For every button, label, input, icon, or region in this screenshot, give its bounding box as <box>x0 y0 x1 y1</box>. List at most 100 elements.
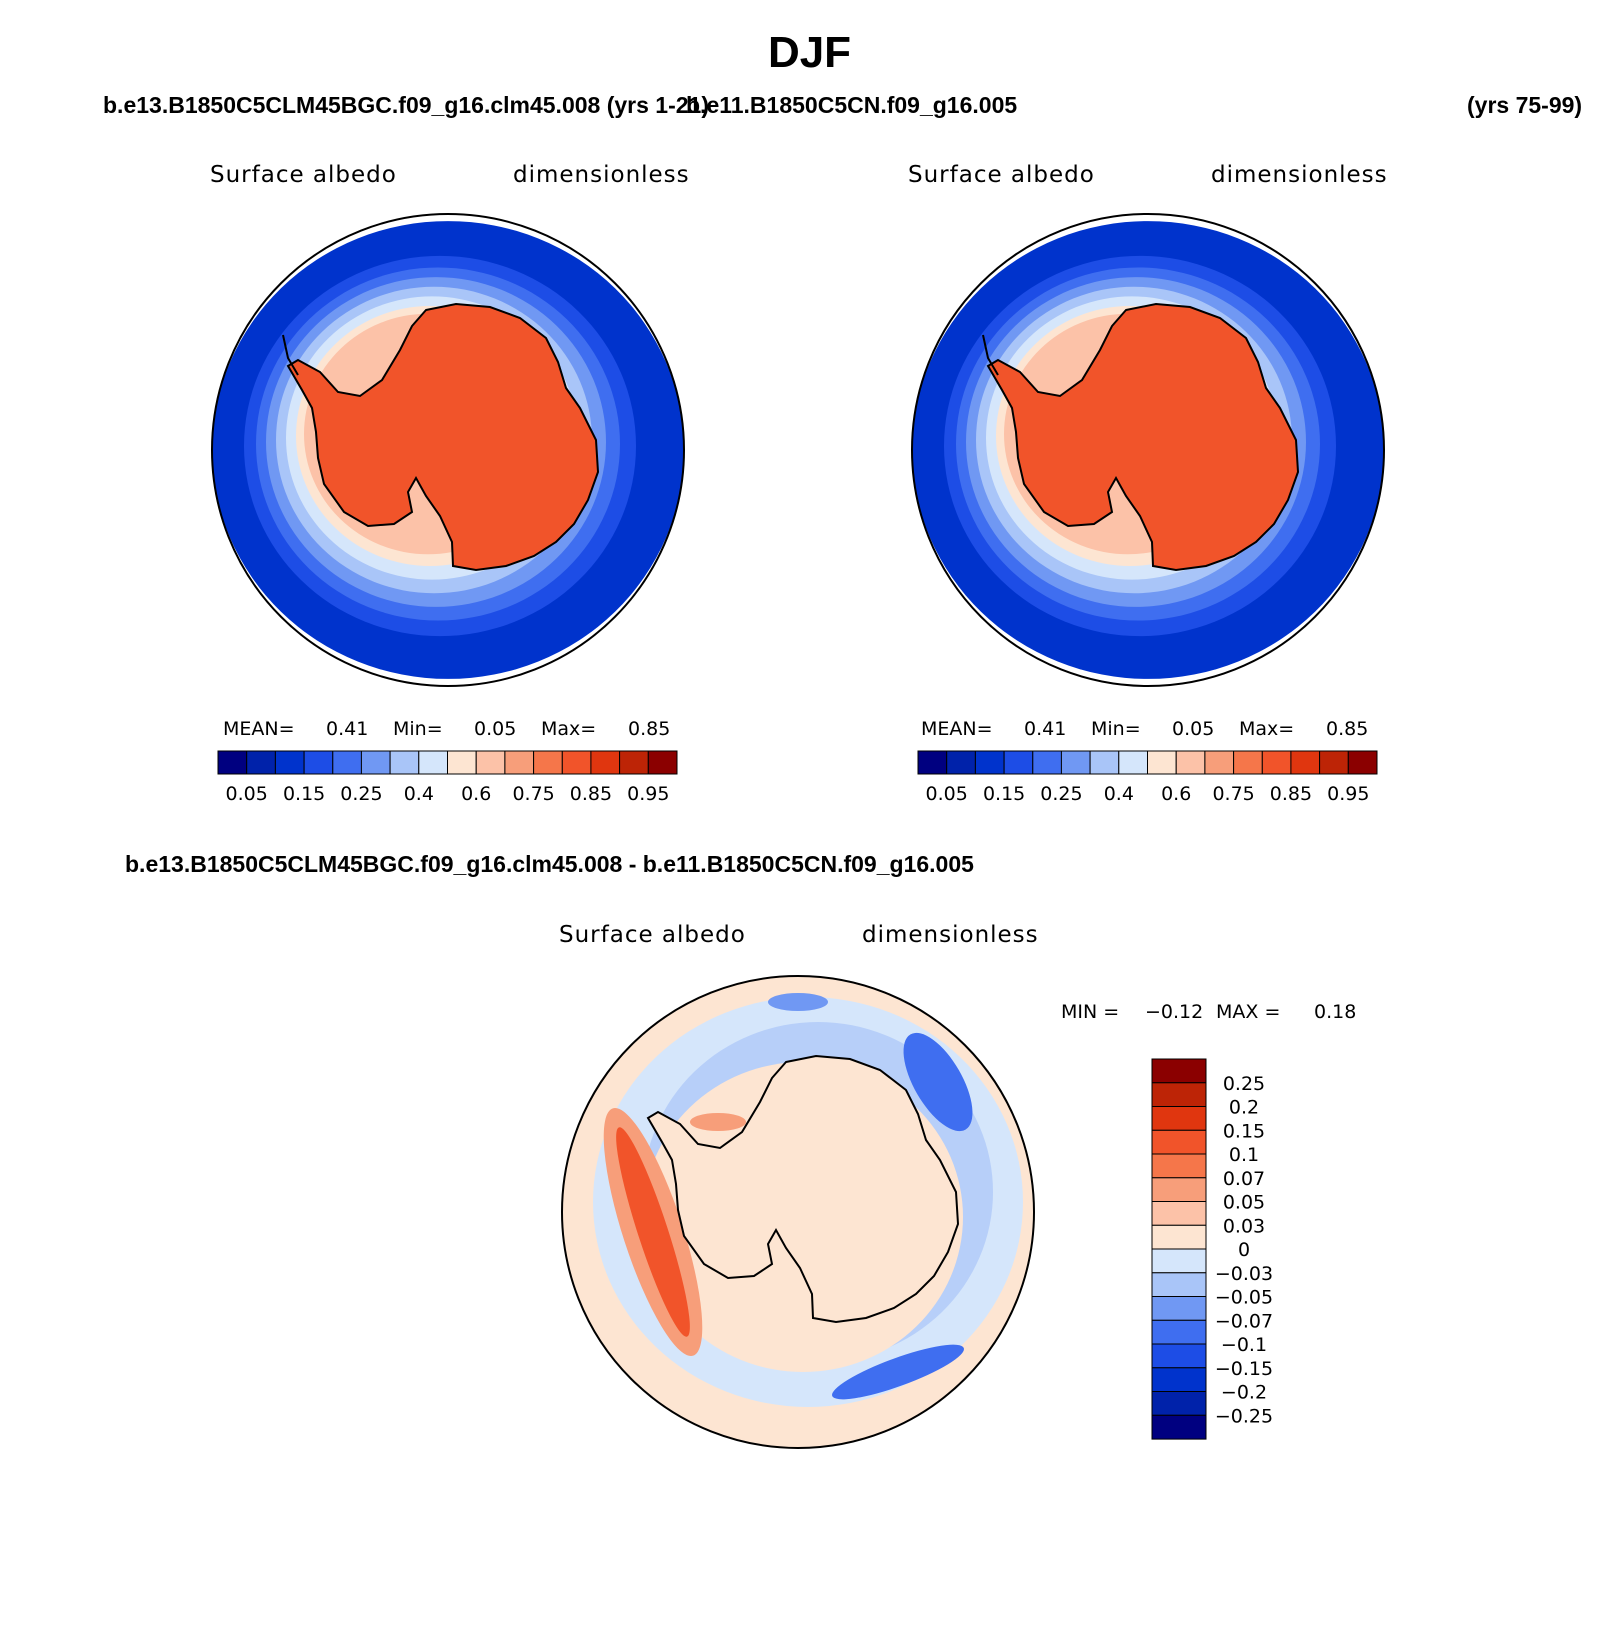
colorbar-tick-label: 0.15 <box>983 783 1025 805</box>
panel2-title: Surface albedo <box>908 162 1095 188</box>
colorbar-swatch <box>1151 1129 1207 1155</box>
colorbar-tick-label: 0.05 <box>1223 1192 1265 1214</box>
colorbar-tick-label: 0 <box>1238 1239 1250 1261</box>
panel3-units: dimensionless <box>862 922 1039 948</box>
colorbar-swatch <box>1175 750 1206 775</box>
colorbar-swatch <box>647 750 678 775</box>
panel3-map <box>562 976 1034 1448</box>
colorbar-swatch <box>360 750 391 775</box>
colorbar-swatch <box>418 750 448 775</box>
colorbar-tick-label: −0.25 <box>1215 1405 1273 1427</box>
panel1-colorbar: 0.05 0.15 0.25 0.4 0.6 0.75 0.85 0.95 <box>217 750 678 805</box>
ice-sheet-fill <box>988 304 1298 570</box>
panel2-mean-value: 0.41 <box>1024 718 1067 740</box>
colorbar-swatch <box>1151 1224 1207 1250</box>
colorbar-swatch <box>1151 1177 1207 1203</box>
coastline <box>986 302 1300 572</box>
colorbar-tick-label: 0.25 <box>1223 1073 1265 1095</box>
colorbar-tick-label: −0.07 <box>1215 1310 1273 1332</box>
panel3-max-value: 0.18 <box>1314 1001 1357 1023</box>
panel1-map <box>212 221 684 679</box>
panel2-max-label: Max= <box>1239 718 1295 740</box>
colorbar-swatch <box>1319 750 1349 775</box>
figure-title: DJF <box>767 28 852 77</box>
colorbar-swatch <box>1233 750 1263 775</box>
colorbar-tick-label: 0.15 <box>1223 1120 1265 1142</box>
panel2-mean-label: MEAN= <box>921 718 993 740</box>
diff-coastline <box>646 1054 960 1324</box>
colorbar-swatch <box>1032 750 1063 775</box>
colorbar-swatch <box>246 750 276 775</box>
panel2-max-value: 0.85 <box>1326 718 1369 740</box>
colorbar-tick-label: 0.75 <box>1212 783 1254 805</box>
panel3-colorbar: 0.250.20.150.10.070.050.030−0.03−0.05−0.… <box>1151 1058 1273 1440</box>
colorbar-swatch <box>303 750 334 775</box>
colorbar-swatch <box>504 750 535 775</box>
colorbar-tick-label: 0.85 <box>1270 783 1312 805</box>
colorbar-swatch <box>1151 1082 1207 1108</box>
peninsula-coast <box>982 334 999 376</box>
panel1-max-label: Max= <box>541 718 597 740</box>
colorbar-swatch <box>1151 1153 1207 1179</box>
panel1-mean-label: MEAN= <box>223 718 295 740</box>
colorbar-tick-label: 0.2 <box>1229 1097 1259 1119</box>
panel1-max-value: 0.85 <box>628 718 671 740</box>
colorbar-swatch <box>1151 1367 1207 1393</box>
colorbar-tick-label: 0.25 <box>340 783 382 805</box>
colorbar-swatch <box>590 750 621 775</box>
colorbar-tick-label: 0.6 <box>1161 783 1191 805</box>
colorbar-tick-label: 0.95 <box>1327 783 1369 805</box>
panel2-units: dimensionless <box>1211 162 1388 188</box>
colorbar-tick-label: −0.03 <box>1215 1263 1273 1285</box>
colorbar-swatch <box>561 750 592 775</box>
peninsula-coast <box>282 334 299 376</box>
colorbar-swatch <box>1151 1391 1207 1416</box>
colorbar-tick-label: 0.6 <box>461 783 491 805</box>
colorbar-tick-label: −0.15 <box>1215 1358 1273 1380</box>
colorbar-swatch <box>217 750 248 775</box>
colorbar-swatch <box>1151 1319 1207 1345</box>
panel2-map <box>912 221 1384 679</box>
panel1-mean-value: 0.41 <box>326 718 369 740</box>
panel3-title: Surface albedo <box>559 922 746 948</box>
colorbar-tick-label: 0.4 <box>1104 783 1134 805</box>
colorbar-tick-label: −0.05 <box>1215 1287 1273 1309</box>
panel3-min-label: MIN = <box>1061 1001 1120 1023</box>
panel2-map-border <box>911 213 1385 687</box>
colorbar-tick-label: 0.05 <box>926 783 968 805</box>
colorbar-swatch <box>447 750 477 775</box>
colorbar-tick-label: 0.4 <box>404 783 434 805</box>
colorbar-tick-label: 0.75 <box>512 783 554 805</box>
colorbar-swatch <box>974 750 1005 775</box>
colorbar-swatch <box>1003 750 1034 775</box>
colorbar-swatch <box>1151 1272 1207 1298</box>
panel1-min-value: 0.05 <box>474 718 517 740</box>
colorbar-swatch <box>1089 750 1120 775</box>
colorbar-tick-label: 0.05 <box>226 783 268 805</box>
panel2-min-label: Min= <box>1091 718 1141 740</box>
header-right-years: (yrs 75-99) <box>1467 92 1583 118</box>
panel1-title: Surface albedo <box>210 162 397 188</box>
colorbar-swatch <box>619 750 649 775</box>
colorbar-swatch <box>1151 1106 1207 1131</box>
panel3-max-label: MAX = <box>1216 1001 1281 1023</box>
colorbar-swatch <box>1151 1201 1207 1226</box>
colorbar-swatch <box>475 750 506 775</box>
header-mid-case: b.e11.B1850C5CN.f09_g16.005 <box>686 92 1018 118</box>
colorbar-tick-label: 0.15 <box>283 783 325 805</box>
colorbar-swatch <box>1151 1248 1207 1274</box>
panel2-colorbar: 0.05 0.15 0.25 0.4 0.6 0.75 0.85 0.95 <box>917 750 1378 805</box>
colorbar-tick-label: 0.25 <box>1040 783 1082 805</box>
colorbar-swatch <box>389 750 420 775</box>
coastline <box>286 302 600 572</box>
colorbar-swatch <box>1060 750 1091 775</box>
panel3-min-value: −0.12 <box>1145 1001 1204 1023</box>
panel2-min-value: 0.05 <box>1172 718 1215 740</box>
colorbar-tick-label: −0.1 <box>1221 1334 1267 1356</box>
colorbar-swatch <box>332 750 362 775</box>
diff-positive-pocket <box>690 1113 746 1131</box>
colorbar-tick-label: 0.07 <box>1223 1168 1265 1190</box>
diff-positive-core <box>616 1127 690 1337</box>
colorbar-swatch <box>1347 750 1378 775</box>
ice-sheet-fill <box>288 304 598 570</box>
